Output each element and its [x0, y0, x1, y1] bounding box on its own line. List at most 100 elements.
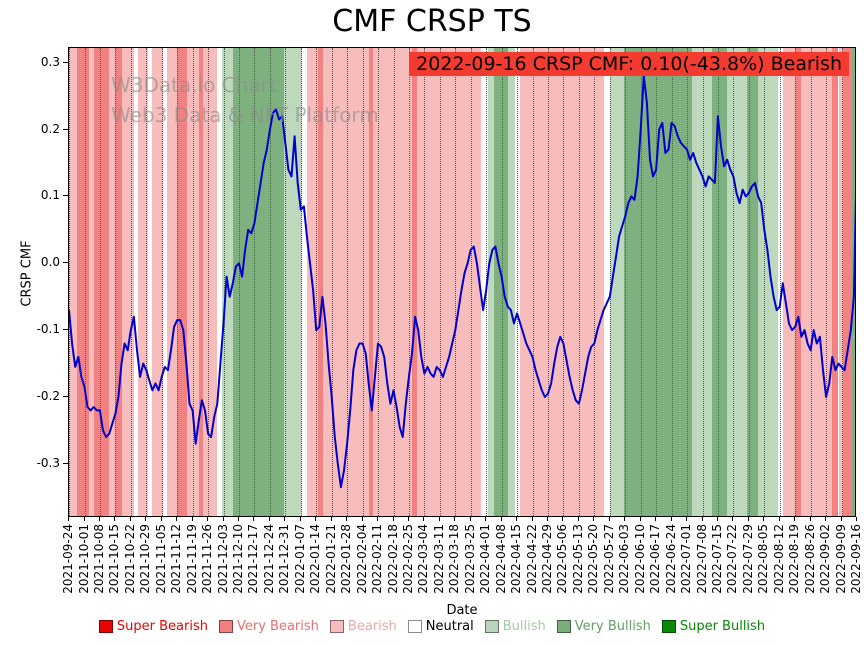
y-tick-label: 0.1 — [40, 188, 60, 203]
y-tick-mark — [63, 396, 68, 397]
gridline — [177, 48, 179, 516]
watermark-line2: Web3 Data & NFT Platform — [111, 103, 379, 127]
band-very_bearish — [843, 48, 853, 516]
gridline — [795, 48, 797, 516]
y-tick-mark — [63, 262, 68, 264]
x-tick-mark — [423, 517, 425, 521]
band-bearish — [69, 48, 77, 516]
legend-label: Bearish — [347, 619, 397, 634]
gridline — [532, 48, 534, 516]
band-neutral — [163, 48, 168, 516]
band-bearish — [373, 48, 412, 516]
gridline — [439, 48, 441, 516]
x-tick-mark — [732, 517, 734, 521]
gridline — [687, 48, 688, 516]
band-very_bearish — [177, 48, 188, 516]
y-axis-label: CRSP CMF — [19, 240, 35, 307]
band-bearish — [89, 48, 94, 516]
legend-label: Super Bearish — [116, 619, 208, 634]
x-tick-mark — [655, 517, 657, 521]
gridline — [702, 48, 704, 516]
band-bearish — [323, 48, 369, 516]
x-tick-mark — [346, 517, 348, 521]
gridline — [316, 48, 318, 516]
gridline — [130, 48, 132, 516]
band-neutral — [603, 48, 610, 516]
gridline — [208, 48, 210, 516]
x-tick-mark — [639, 517, 641, 521]
x-tick-mark — [577, 517, 579, 521]
legend-swatch — [329, 620, 344, 633]
y-tick-mark — [63, 195, 68, 197]
gridline — [826, 48, 828, 516]
band-very_bearish — [412, 48, 418, 516]
gridline — [779, 48, 781, 516]
legend-swatch — [98, 620, 113, 633]
x-tick-mark — [547, 517, 548, 521]
x-tick-mark — [747, 517, 749, 521]
legend-item-very-bearish: Very Bearish — [219, 619, 319, 634]
gridline — [424, 48, 426, 516]
x-tick-mark — [840, 517, 842, 521]
gridline — [810, 48, 812, 516]
x-tick-mark — [145, 517, 147, 521]
plot-area: W3Data.io Chart Web3 Data & NFT Platform… — [68, 47, 856, 517]
y-tick-label: 0.0 — [40, 255, 60, 270]
band-bearish — [121, 48, 134, 516]
y-tick-label: 0.3 — [40, 54, 60, 69]
x-tick-mark — [284, 517, 286, 521]
x-tick-mark — [809, 517, 811, 521]
y-tick-label: -0.2 — [36, 389, 60, 403]
x-tick-mark — [485, 517, 487, 521]
band-bearish — [782, 48, 796, 516]
band-neutral — [302, 48, 307, 516]
band-very_bearish — [832, 48, 839, 516]
band-bearish — [801, 48, 833, 516]
x-tick-mark — [407, 517, 409, 521]
x-tick-mark — [129, 517, 131, 521]
band-bullish — [758, 48, 779, 516]
gridline — [69, 48, 70, 516]
gridline — [362, 48, 364, 516]
gridline — [517, 48, 519, 516]
gridline — [408, 48, 410, 516]
y-tick-label: -0.3 — [36, 455, 60, 470]
gridline — [269, 48, 271, 516]
gridline — [733, 48, 735, 516]
band-very_bullish — [232, 48, 284, 516]
legend-item-super-bullish: Super Bullish — [661, 619, 765, 634]
x-tick-mark — [392, 517, 394, 521]
series-line — [69, 75, 855, 489]
legend-label: Very Bullish — [574, 619, 651, 634]
band-bullish — [507, 48, 516, 516]
band-bearish — [167, 48, 178, 516]
legend-swatch — [219, 620, 233, 633]
band-neutral — [481, 48, 488, 516]
band-very_bullish — [623, 48, 692, 516]
band-very_bullish — [493, 48, 508, 516]
legend-label: Very Bearish — [237, 619, 319, 634]
x-tick-mark — [686, 517, 687, 521]
gridline — [548, 48, 549, 516]
chart-title: CMF CRSP TS — [332, 4, 532, 39]
gridline — [393, 48, 395, 516]
x-tick-mark — [191, 517, 193, 521]
x-tick-mark — [361, 517, 363, 521]
x-tick-mark — [98, 517, 100, 521]
band-bullish — [609, 48, 624, 516]
band-bearish — [109, 48, 116, 516]
gridline — [609, 48, 611, 516]
legend-label: Bullish — [502, 619, 546, 634]
band-very_bullish — [747, 48, 759, 516]
x-tick-mark — [330, 517, 332, 521]
gridline — [378, 48, 379, 516]
x-tick-mark — [469, 517, 471, 521]
x-tick-mark — [454, 517, 456, 521]
x-tick-mark — [207, 517, 209, 521]
watermark-line1: W3Data.io Chart — [111, 73, 277, 97]
legend-swatch — [407, 620, 422, 633]
x-tick-mark — [315, 517, 317, 521]
band-very_bearish — [93, 48, 110, 516]
y-tick-mark — [63, 128, 68, 130]
x-tick-mark — [624, 517, 626, 521]
